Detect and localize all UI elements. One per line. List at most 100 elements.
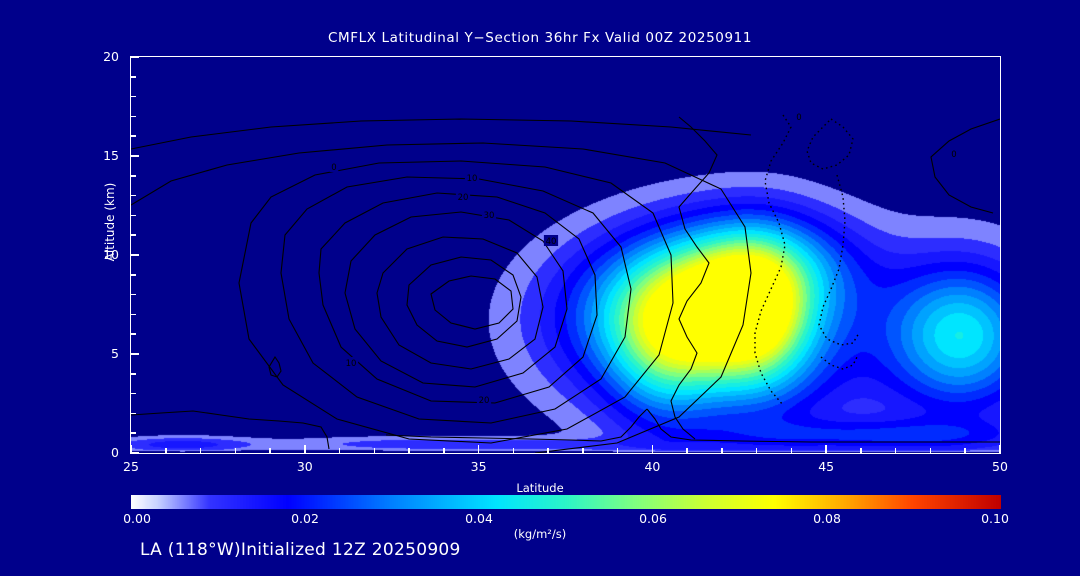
contour-line-11: [385, 408, 648, 442]
y-tick-minor: [131, 194, 136, 197]
x-tick-minor: [547, 448, 549, 453]
y-tick-minor: [131, 293, 136, 296]
y-tick-minor: [131, 214, 136, 217]
x-tick-minor: [373, 448, 376, 453]
contour-label-6: 10: [346, 359, 357, 369]
x-tick-minor: [929, 448, 932, 453]
contour-line-6: [238, 160, 674, 444]
colorbar: [131, 495, 1001, 509]
y-tick-major-3: [131, 155, 139, 157]
x-tick-label-5: 50: [992, 459, 1008, 474]
contour-line-4: [318, 192, 598, 404]
contour-line-8: [131, 118, 752, 150]
x-tick-minor: [616, 448, 619, 453]
contour-label-3: 30: [484, 211, 495, 221]
colorbar-tick-3: 0.06: [639, 511, 667, 526]
x-tick-label-1: 30: [296, 459, 313, 474]
y-tick-label-3: 15: [103, 148, 119, 163]
x-tick-major-4: [825, 445, 827, 453]
contour-label-1: 10: [467, 174, 478, 184]
x-tick-minor: [894, 448, 897, 453]
footer-label: LA (118°W)Initialized 12Z 20250909: [140, 540, 461, 560]
contour-label-9: 0: [951, 150, 956, 160]
contour-label-2: 20: [458, 193, 469, 203]
contour-label-bg-1: [464, 172, 480, 183]
y-tick-minor: [131, 135, 136, 137]
y-tick-major-0: [131, 452, 139, 454]
contour-label-bg-8: [794, 111, 804, 122]
contour-label-4: 40: [546, 237, 557, 247]
y-tick-label-4: 20: [103, 49, 119, 64]
contour-label-0: 0: [331, 163, 336, 173]
colorbar-tick-2: 0.04: [465, 511, 493, 526]
y-tick-minor: [131, 333, 136, 335]
contour-line-0: [430, 275, 514, 330]
x-tick-major-0: [130, 445, 132, 453]
x-tick-minor: [199, 448, 202, 453]
x-tick-major-5: [999, 445, 1001, 453]
contour-label-bg-5: [476, 394, 492, 405]
contour-line-3: [344, 211, 568, 388]
contour-label-8: 0: [796, 113, 801, 123]
contour-line-18: [820, 356, 858, 370]
x-axis-title: Latitude: [516, 481, 564, 495]
x-tick-minor: [338, 448, 341, 453]
contour-line-13: [131, 410, 330, 450]
contour-line-12: [646, 408, 1000, 443]
colorbar-gradient: [131, 495, 1001, 509]
contour-line-9: [670, 116, 718, 440]
contour-label-5: 20: [479, 396, 490, 406]
y-tick-label-1: 5: [111, 346, 119, 361]
wind-speed-contour-overlay: 0102030402010100000: [131, 111, 1000, 453]
contour-line-10: [930, 118, 1000, 214]
contour-label-bg-4: [543, 235, 559, 246]
y-tick-major-2: [131, 254, 139, 256]
x-tick-minor: [582, 448, 584, 453]
x-tick-label-4: 45: [818, 459, 835, 474]
x-tick-minor: [269, 448, 271, 453]
x-tick-minor: [234, 448, 237, 453]
contour-label-bg-6: [343, 357, 359, 368]
x-tick-major-2: [477, 445, 480, 453]
y-tick-minor: [131, 313, 136, 316]
contour-label-bg-3: [481, 209, 497, 220]
x-tick-minor: [964, 448, 966, 453]
colorbar-tick-1: 0.02: [291, 511, 319, 526]
x-tick-minor: [790, 448, 793, 453]
contour-label-bg-2: [455, 191, 471, 202]
contour-line-15: [754, 114, 792, 406]
contour-line-16: [806, 118, 854, 170]
contour-line-2: [376, 236, 544, 370]
page-title: CMFLX Latitudinal Y−Section 36hr Fx Vali…: [327, 30, 753, 46]
x-tick-minor: [443, 448, 445, 453]
colorbar-unit-label: (kg/m²/s): [513, 527, 567, 541]
y-tick-minor: [131, 432, 136, 434]
x-tick-minor: [408, 448, 410, 453]
colorbar-tick-0: 0.00: [123, 511, 151, 526]
y-tick-minor: [131, 234, 136, 236]
y-tick-label-2: 10: [103, 247, 119, 262]
x-tick-label-0: 25: [123, 459, 139, 474]
x-tick-minor: [721, 448, 723, 453]
y-tick-minor: [131, 175, 136, 177]
y-tick-minor: [131, 373, 136, 375]
mass-flux-shaded-field: [131, 57, 1000, 453]
y-tick-major-1: [131, 353, 139, 355]
colorbar-tick-4: 0.08: [813, 511, 841, 526]
x-tick-major-1: [304, 445, 306, 453]
contour-line-5: [280, 176, 632, 424]
x-tick-minor: [860, 448, 862, 453]
x-tick-minor: [165, 448, 167, 453]
y-tick-major-4: [131, 56, 139, 58]
x-tick-minor: [755, 448, 758, 453]
y-tick-minor: [131, 274, 136, 276]
x-tick-label-2: 35: [470, 459, 487, 474]
contour-label-bg-9: [949, 148, 959, 159]
contour-line-7: [131, 142, 752, 453]
plot-area: 0102030402010100000: [131, 57, 1000, 453]
y-tick-minor: [131, 95, 136, 98]
x-tick-minor: [512, 448, 515, 453]
y-tick-label-0: 0: [111, 445, 119, 460]
contour-line-17: [818, 174, 860, 346]
x-tick-major-3: [651, 445, 654, 453]
